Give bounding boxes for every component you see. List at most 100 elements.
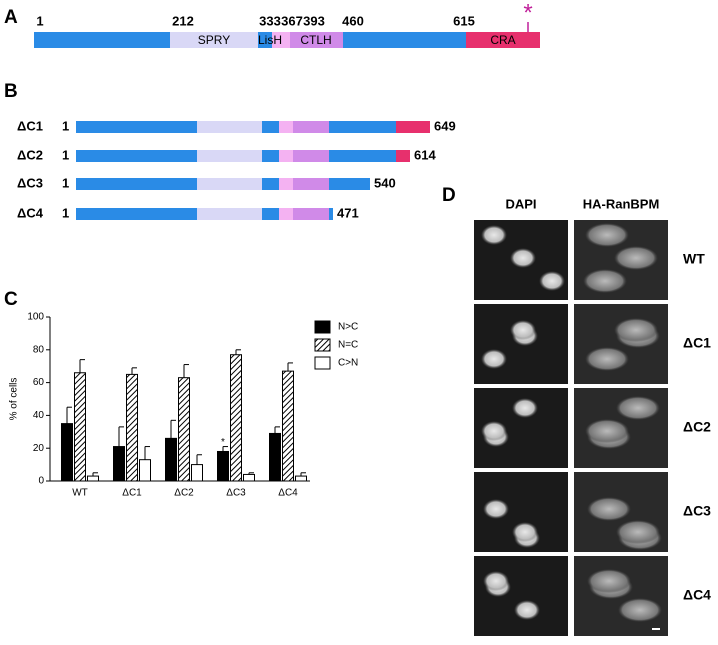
cell bbox=[614, 246, 658, 270]
domain-segment bbox=[329, 178, 370, 190]
bar bbox=[165, 437, 177, 482]
column-header: DAPI bbox=[505, 196, 536, 211]
cell bbox=[587, 569, 631, 593]
cell bbox=[585, 223, 629, 247]
cell bbox=[587, 497, 631, 521]
y-tick-label: 20 bbox=[33, 443, 45, 454]
cell bbox=[481, 225, 507, 245]
cell bbox=[510, 320, 536, 340]
position-label: 212 bbox=[172, 13, 194, 28]
position-label: 615 bbox=[453, 13, 475, 28]
row-label: ΔC4 bbox=[683, 587, 711, 603]
bar bbox=[230, 354, 242, 482]
cell bbox=[512, 398, 538, 418]
domain-segment bbox=[197, 121, 262, 133]
cell bbox=[616, 520, 660, 544]
bar bbox=[282, 370, 294, 482]
domain-label: SPRY bbox=[198, 33, 230, 47]
cell bbox=[512, 522, 538, 542]
legend-label: N=C bbox=[338, 340, 358, 351]
legend-label: C>N bbox=[338, 358, 358, 369]
construct-name: ΔC2 bbox=[17, 147, 43, 162]
construct-start: 1 bbox=[62, 147, 69, 162]
row-label: WT bbox=[683, 251, 705, 267]
annotation: * bbox=[221, 437, 225, 448]
domain-segment bbox=[396, 150, 410, 162]
construct-start: 1 bbox=[62, 175, 69, 190]
cell bbox=[585, 347, 629, 371]
bar bbox=[243, 473, 255, 482]
construct-end: 540 bbox=[374, 175, 396, 190]
x-tick-label: ΔC3 bbox=[226, 488, 246, 499]
domain-segment bbox=[293, 208, 329, 220]
bar bbox=[191, 464, 203, 482]
column-header: HA-RanBPM bbox=[583, 196, 660, 211]
cell bbox=[510, 248, 536, 268]
marker: * bbox=[523, 0, 532, 26]
micrograph bbox=[474, 556, 568, 636]
domain-segment bbox=[343, 32, 466, 48]
row-label: ΔC1 bbox=[683, 335, 711, 351]
domain-segment bbox=[262, 178, 279, 190]
cell bbox=[481, 349, 507, 369]
legend-swatch bbox=[314, 320, 331, 334]
panel-letter: B bbox=[4, 81, 18, 102]
scale-bar bbox=[652, 628, 660, 630]
domain-segment bbox=[293, 150, 329, 162]
domain-segment bbox=[197, 178, 262, 190]
y-tick-label: 80 bbox=[33, 344, 45, 355]
x-tick-label: WT bbox=[72, 488, 88, 499]
row-label: ΔC2 bbox=[683, 419, 711, 435]
y-tick-label: 40 bbox=[33, 410, 45, 421]
domain-segment bbox=[76, 208, 197, 220]
domain-label: CTLH bbox=[300, 33, 331, 47]
bar bbox=[269, 432, 281, 482]
domain-label: LisH bbox=[258, 33, 282, 47]
bar bbox=[178, 377, 190, 482]
panel-letter: A bbox=[4, 7, 18, 28]
legend-swatch bbox=[314, 356, 331, 370]
domain-segment bbox=[258, 32, 272, 48]
construct-end: 471 bbox=[337, 205, 359, 220]
legend-swatch bbox=[314, 338, 331, 352]
domain-segment bbox=[279, 150, 293, 162]
construct-end: 614 bbox=[414, 147, 436, 162]
bar bbox=[217, 450, 229, 482]
domain-segment bbox=[466, 32, 540, 48]
panel-letter: C bbox=[4, 289, 18, 310]
domain-segment bbox=[262, 121, 279, 133]
panel-letter: D bbox=[442, 185, 456, 206]
domain-segment bbox=[197, 150, 262, 162]
bar bbox=[126, 373, 138, 482]
domain-segment bbox=[76, 178, 197, 190]
row-label: ΔC3 bbox=[683, 503, 711, 519]
cell bbox=[614, 318, 658, 342]
legend-label: N>C bbox=[338, 322, 358, 333]
domain-label: CRA bbox=[490, 33, 515, 47]
position-label: 393 bbox=[303, 13, 325, 28]
construct-start: 1 bbox=[62, 205, 69, 220]
bar bbox=[61, 423, 73, 482]
domain-segment bbox=[279, 178, 293, 190]
cell bbox=[481, 421, 507, 441]
domain-segment bbox=[293, 121, 329, 133]
construct-name: ΔC1 bbox=[17, 118, 43, 133]
domain-segment bbox=[76, 150, 197, 162]
domain-segment bbox=[34, 32, 170, 48]
domain-segment bbox=[396, 121, 430, 133]
x-tick-label: ΔC2 bbox=[174, 488, 194, 499]
domain-segment bbox=[329, 208, 333, 220]
domain-segment bbox=[76, 121, 197, 133]
domain-segment bbox=[293, 178, 329, 190]
cell bbox=[539, 271, 565, 291]
bar bbox=[295, 475, 307, 482]
bar bbox=[74, 372, 86, 482]
y-axis-label: % of cells bbox=[9, 378, 20, 421]
construct-name: ΔC3 bbox=[17, 175, 43, 190]
cell bbox=[483, 571, 509, 591]
domain-segment bbox=[329, 121, 396, 133]
y-tick-label: 0 bbox=[38, 476, 44, 487]
construct-start: 1 bbox=[62, 118, 69, 133]
x-tick-label: ΔC1 bbox=[122, 488, 142, 499]
